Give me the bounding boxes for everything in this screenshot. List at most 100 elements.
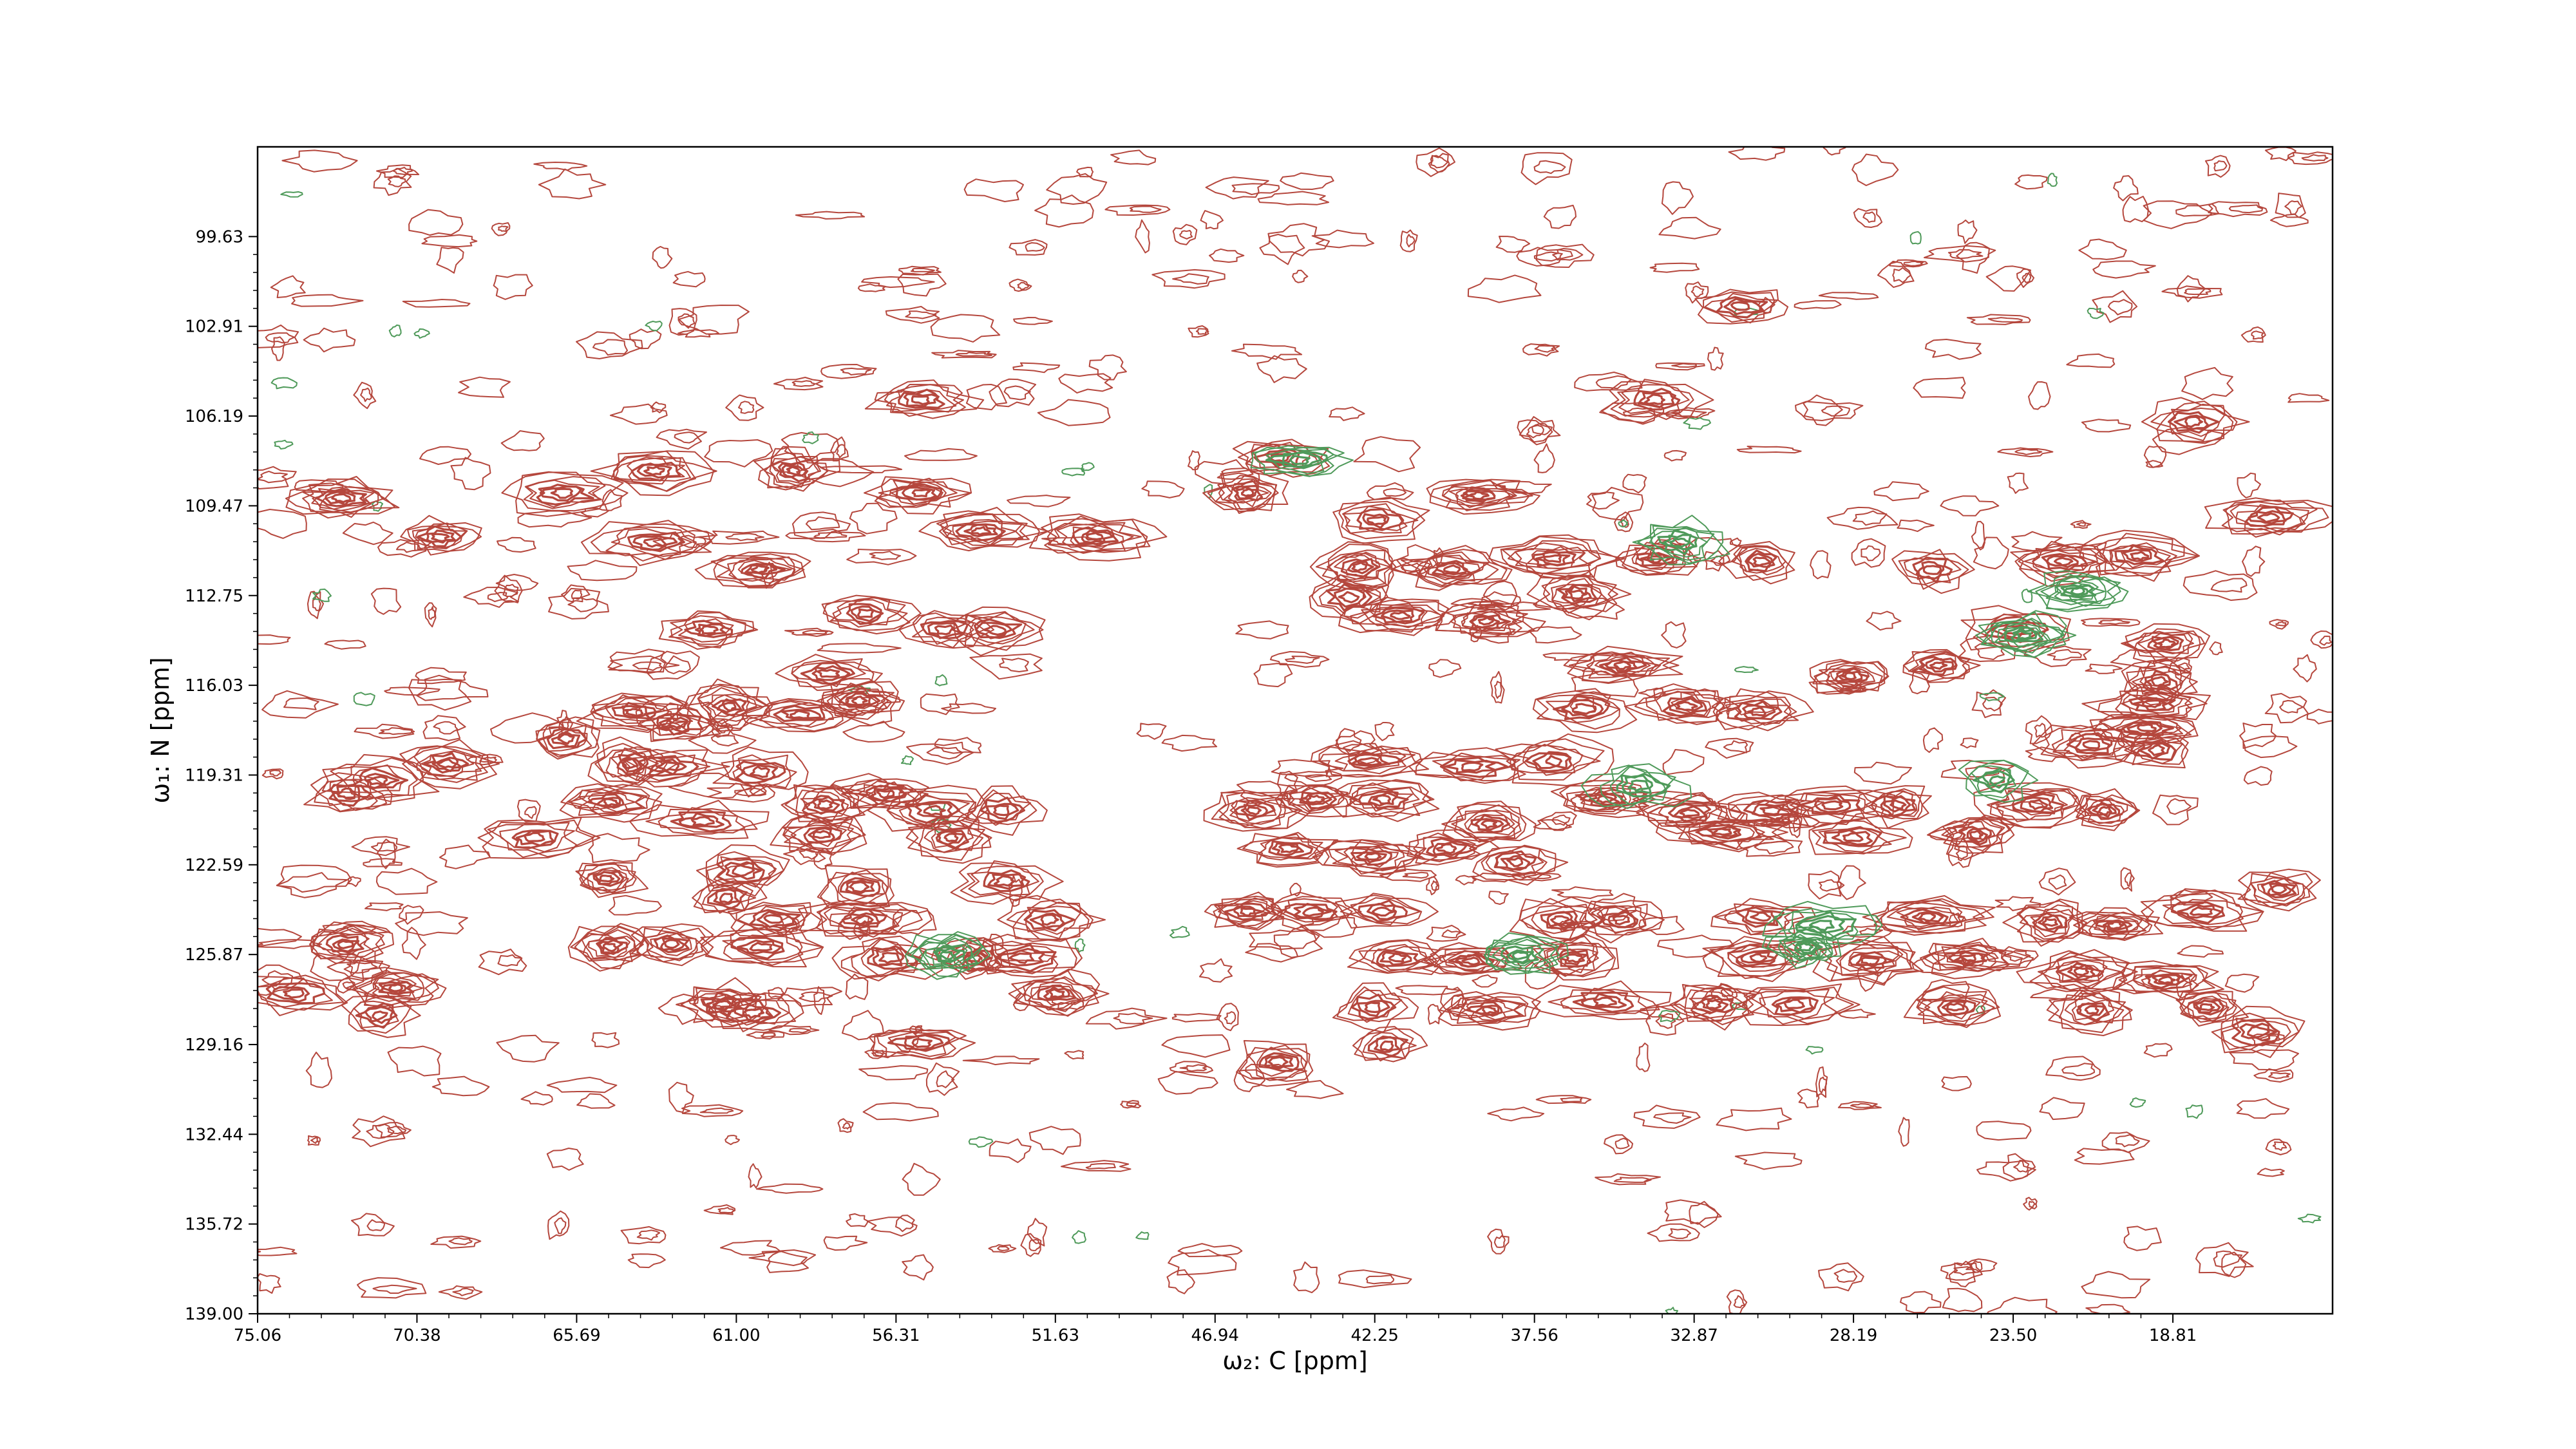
peak-positive (2126, 721, 2163, 735)
noise-contour (627, 1253, 666, 1269)
peak-positive (663, 939, 680, 949)
noise-contour (2028, 381, 2051, 410)
peak-positive (887, 1033, 951, 1052)
noise-contour (1622, 473, 1647, 494)
peak-positive (2114, 544, 2164, 565)
peak-positive (764, 456, 820, 488)
noise-contour (1604, 1134, 1634, 1155)
noise-contour (1948, 1260, 1976, 1287)
peak-positive (650, 933, 692, 956)
noise-contour (1205, 176, 1269, 200)
peak-positive (1218, 797, 1286, 827)
noise-contour (1028, 1126, 1081, 1155)
peak-positive (1521, 904, 1598, 940)
noise-contour (353, 381, 377, 410)
peak-positive (1029, 913, 1065, 929)
noise-contour (2101, 1132, 2150, 1153)
peak-positive (983, 869, 1030, 893)
peak-positive (2020, 796, 2054, 813)
noise-contour (2279, 699, 2304, 714)
noise-contour (2272, 1141, 2287, 1151)
peak-positive (1350, 993, 1397, 1020)
peak-positive (1253, 448, 1300, 468)
peak-positive (1819, 665, 1883, 690)
peak-positive (1347, 560, 1374, 574)
peak-positive (1838, 670, 1863, 683)
noise-contour (375, 867, 438, 895)
peak-positive (2147, 635, 2184, 652)
noise-contour (1985, 265, 2032, 292)
peak-negative (1958, 759, 2039, 803)
peak-positive (658, 610, 759, 650)
noise-contour (2120, 867, 2135, 892)
peak-positive (1747, 706, 1766, 717)
peak-positive (1922, 565, 1942, 575)
peak-negative (940, 951, 954, 961)
peak-positive (632, 754, 711, 782)
peak-negative (2054, 581, 2099, 603)
peak-positive (706, 992, 804, 1031)
peak-positive (1783, 999, 1805, 1010)
noise-contour (989, 378, 1037, 408)
peak-positive (1550, 915, 1570, 925)
peak-positive (372, 978, 417, 999)
peak-positive (713, 551, 811, 588)
noise-contour (837, 1118, 854, 1133)
y-tick-label: 132.44 (185, 1125, 243, 1144)
peak-positive (1634, 690, 1740, 725)
noise-contour (607, 649, 667, 673)
peak-positive (2158, 976, 2176, 985)
peak-positive (1009, 952, 1035, 964)
peak-positive (2121, 693, 2183, 714)
x-tick-label: 56.31 (872, 1326, 920, 1345)
noise-contour (866, 1217, 918, 1237)
peak-positive (798, 899, 933, 940)
noise-contour (294, 479, 344, 493)
peak-positive (1302, 906, 1324, 917)
noise-contour (372, 1284, 417, 1294)
peak-negative (1500, 945, 1539, 965)
peak-positive (1441, 803, 1527, 841)
noise-contour (1329, 406, 1365, 421)
peak-positive (1694, 291, 1776, 324)
peak-positive (1352, 1028, 1428, 1063)
peak-positive (722, 934, 803, 961)
peak-positive (2125, 623, 2210, 665)
noise-contour (421, 234, 478, 248)
peak-positive (1631, 547, 1678, 570)
peak-positive (2079, 529, 2200, 582)
peak-positive (1526, 570, 1632, 621)
noise-contour (1866, 611, 1902, 631)
noise-contour (1873, 481, 1929, 502)
peak-positive (1524, 752, 1573, 773)
peak-positive (997, 895, 1106, 941)
peak-positive (557, 733, 575, 745)
noise-contour (376, 164, 420, 178)
noise-contour (1027, 1218, 1048, 1247)
noise-contour (1940, 495, 2000, 516)
peak-positive (1274, 784, 1357, 815)
noise-contour (1861, 545, 1881, 562)
peak-positive (596, 797, 621, 809)
x-tick-label: 18.81 (2149, 1326, 2197, 1345)
peak-positive (934, 624, 954, 636)
noise-contour (857, 283, 886, 292)
peak-positive (265, 982, 326, 1005)
peak-positive (437, 758, 458, 769)
peak-positive (515, 829, 554, 847)
peak-positive (1028, 981, 1085, 1008)
noise-contour (524, 806, 537, 819)
noise-contour (2253, 1068, 2294, 1083)
peak-positive (1441, 484, 1515, 508)
peak-positive (1481, 819, 1497, 829)
noise-contour (436, 247, 464, 274)
noise-contour (1723, 740, 1748, 753)
noise-contour (1209, 248, 1245, 263)
peak-positive (487, 822, 578, 858)
peak-positive (1916, 986, 1995, 1028)
peak-positive (1862, 895, 1996, 934)
noise-contour (609, 403, 668, 425)
noise-contour (2047, 649, 2082, 661)
noise-contour (1046, 173, 1108, 205)
peak-positive (1446, 996, 1526, 1025)
